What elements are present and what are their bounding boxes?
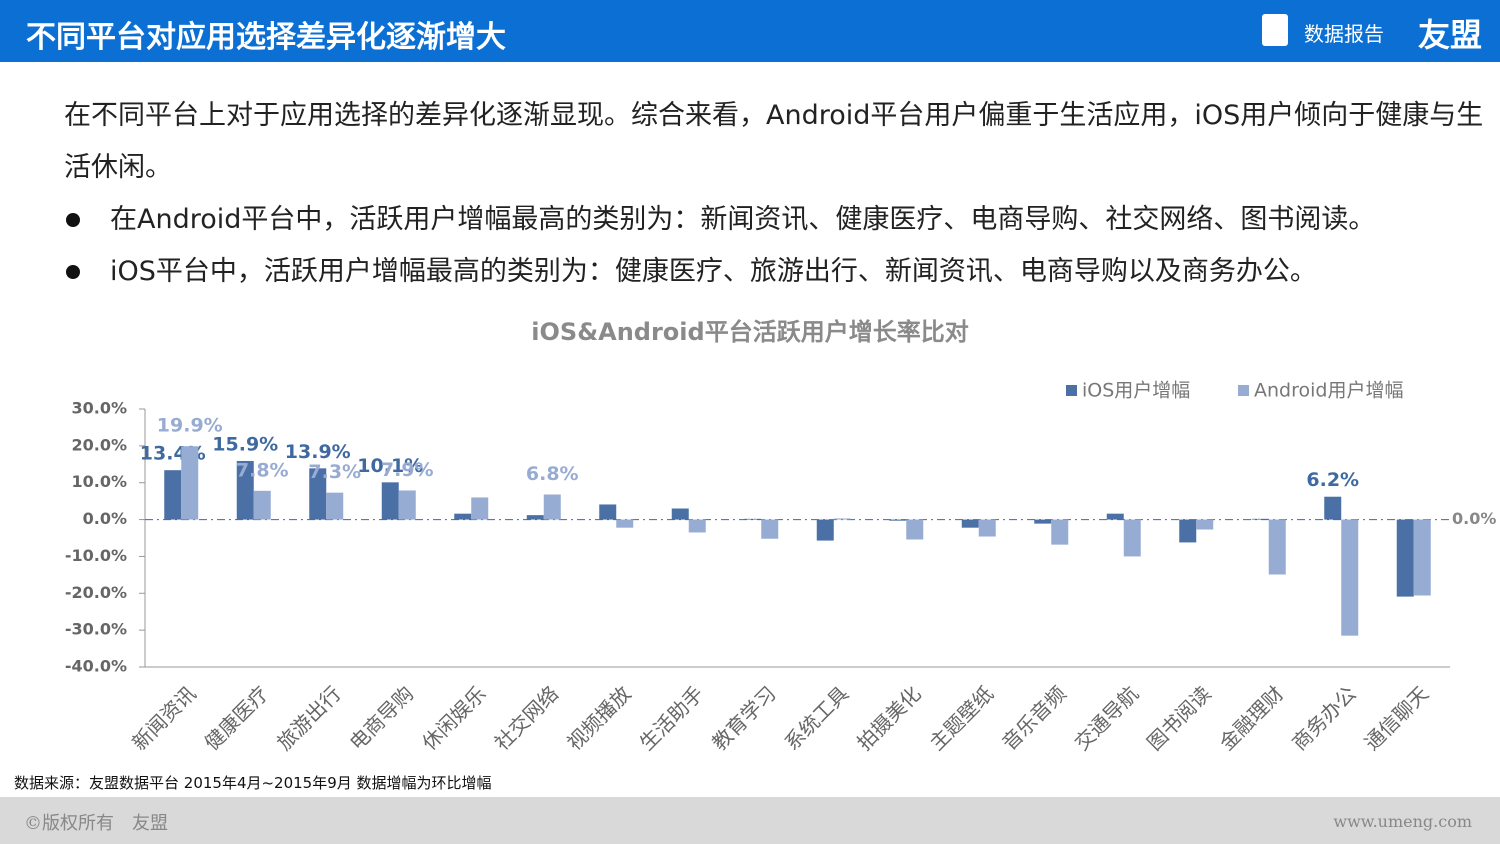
bar bbox=[978, 519, 996, 537]
value-label: 6.2% bbox=[1306, 469, 1359, 491]
bar bbox=[1179, 519, 1197, 543]
bar bbox=[1268, 519, 1286, 575]
value-label: 13.9% bbox=[285, 441, 351, 463]
value-label: 15.9% bbox=[212, 433, 278, 455]
legend-label: Android用户增幅 bbox=[1254, 380, 1403, 402]
bar bbox=[236, 460, 254, 520]
url: www.umeng.com bbox=[1333, 812, 1472, 831]
header: 不同平台对应用选择差异化逐渐增大 数据报告 友盟 bbox=[0, 0, 1500, 62]
x-tick-label: 生活助手 bbox=[635, 681, 709, 755]
bar bbox=[1251, 518, 1269, 520]
report-icon bbox=[1262, 14, 1288, 46]
header-badge: 数据报告 bbox=[1304, 22, 1384, 46]
bar bbox=[326, 492, 344, 520]
x-tick-label: 通信聊天 bbox=[1360, 681, 1434, 755]
bar bbox=[599, 504, 617, 520]
legend-swatch bbox=[1238, 385, 1249, 396]
footer: ©版权所有 友盟 www.umeng.com bbox=[0, 797, 1500, 844]
x-tick-label: 社交网络 bbox=[490, 681, 564, 755]
bar bbox=[1341, 519, 1359, 636]
x-tick-label: 商务办公 bbox=[1287, 681, 1361, 755]
copyright: ©版权所有 友盟 bbox=[24, 813, 168, 834]
y-tick-label: 30.0% bbox=[71, 399, 127, 418]
value-label: 7.9% bbox=[381, 459, 434, 481]
y-tick-label: -30.0% bbox=[65, 620, 127, 639]
x-tick-label: 旅游出行 bbox=[272, 681, 346, 755]
value-label: 7.8% bbox=[236, 459, 289, 481]
bar bbox=[1123, 519, 1141, 557]
x-tick-label: 音乐音频 bbox=[997, 681, 1071, 755]
y-tick-label: 10.0% bbox=[71, 472, 127, 491]
y-tick-label: -10.0% bbox=[65, 546, 127, 565]
chart: iOS&Android平台活跃用户增长率比对 -40.0% -30.0% -20.0… bbox=[65, 318, 1497, 755]
x-tick-label: 休闲娱乐 bbox=[417, 681, 491, 755]
bar bbox=[543, 494, 561, 520]
bar bbox=[1034, 519, 1052, 524]
bar bbox=[1324, 496, 1342, 520]
source: 数据来源：友盟数据平台 2015年4月~2015年9月 数据增幅为环比增幅 bbox=[14, 774, 492, 792]
x-tick-label: 图书阅读 bbox=[1142, 681, 1216, 755]
bar bbox=[816, 519, 834, 541]
bar bbox=[833, 518, 851, 520]
x-tick-label: 拍摄美化 bbox=[852, 681, 926, 755]
x-tick-label: 视频播放 bbox=[562, 681, 636, 755]
bullet: iOS平台中，活跃用户增幅最高的类别为：健康医疗、旅游出行、新闻资讯、电商导购以… bbox=[110, 256, 1317, 287]
value-label: 10.1% bbox=[357, 455, 423, 477]
x-tick-label: 主题壁纸 bbox=[925, 681, 999, 755]
intro: 在不同平台上对于应用选择的差异化逐渐显现。综合来看，Android平台用户偏重于… bbox=[64, 100, 1484, 183]
value-label: 19.9% bbox=[157, 415, 223, 437]
bar bbox=[906, 519, 924, 540]
x-tick-label: 健康医疗 bbox=[200, 681, 274, 755]
y-tick-label: 20.0% bbox=[71, 435, 127, 454]
bar bbox=[471, 497, 489, 520]
y-tick-label: 0.0% bbox=[83, 509, 127, 528]
bar bbox=[671, 508, 689, 520]
value-label: 6.8% bbox=[526, 463, 579, 485]
bullet-dot bbox=[66, 265, 80, 279]
bullet-dot bbox=[66, 213, 80, 227]
header-title: 不同平台对应用选择差异化逐渐增大 bbox=[26, 20, 506, 55]
bar bbox=[526, 515, 544, 520]
bar bbox=[309, 468, 327, 520]
bar bbox=[1106, 513, 1124, 520]
bar bbox=[381, 482, 399, 520]
bar bbox=[761, 519, 779, 539]
bar bbox=[181, 446, 199, 520]
x-tick-label: 教育学习 bbox=[707, 681, 781, 755]
chart-title: iOS&Android平台活跃用户增长率比对 bbox=[531, 318, 968, 346]
x-tick-label: 系统工具 bbox=[780, 681, 854, 755]
bar bbox=[454, 513, 472, 520]
bar bbox=[164, 470, 182, 520]
bar bbox=[744, 518, 762, 520]
bar bbox=[1051, 519, 1069, 545]
bar bbox=[1413, 519, 1431, 596]
bar bbox=[1196, 519, 1214, 530]
x-tick-label: 电商导购 bbox=[345, 681, 419, 755]
legend-swatch bbox=[1066, 385, 1077, 396]
x-tick-label: 交通导航 bbox=[1070, 681, 1144, 755]
bar bbox=[398, 490, 416, 520]
value-label: 7.3% bbox=[308, 461, 361, 483]
x-tick-label: 新闻资讯 bbox=[127, 681, 201, 755]
bar bbox=[688, 519, 706, 533]
y-tick-label: -20.0% bbox=[65, 583, 127, 602]
brand: 友盟 bbox=[1418, 16, 1483, 54]
bar bbox=[889, 519, 907, 521]
x-tick-label: 金融理财 bbox=[1215, 681, 1289, 755]
bar bbox=[253, 490, 271, 520]
legend-label: iOS用户增幅 bbox=[1082, 380, 1190, 402]
bar bbox=[616, 519, 634, 528]
reference-label: 0.0% bbox=[1452, 509, 1496, 528]
bar bbox=[1396, 519, 1414, 597]
bar bbox=[961, 519, 979, 528]
y-tick-label: -40.0% bbox=[65, 657, 127, 676]
bullet: 在Android平台中，活跃用户增幅最高的类别为：新闻资讯、健康医疗、电商导购、… bbox=[110, 204, 1376, 235]
